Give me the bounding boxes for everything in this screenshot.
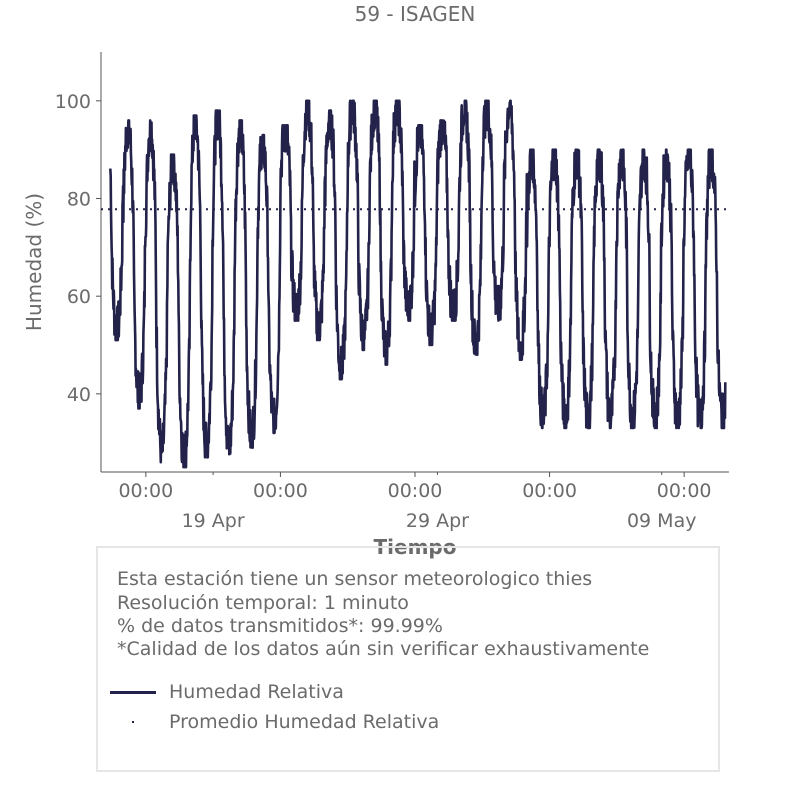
x-date-label: 19 Apr	[182, 510, 245, 532]
x-tick-label: 00:00	[253, 480, 308, 502]
y-tick-label: 40	[67, 384, 91, 406]
x-tick-label: 00:00	[522, 480, 577, 502]
legend-dot-swatch	[132, 721, 134, 723]
y-axis-label: Humedad (%)	[22, 193, 46, 331]
x-date-label: 29 Apr	[406, 510, 469, 532]
resolution-note: Resolución temporal: 1 minuto	[117, 592, 409, 614]
x-date-label: 09 May	[627, 510, 697, 532]
sensor-note: Esta estación tiene un sensor meteorolog…	[117, 568, 593, 590]
humidity-chart: 59 - ISAGEN Humedad (%) Tiempo 406080100…	[22, 2, 729, 559]
y-tick-label: 60	[67, 286, 91, 308]
y-tick-label: 100	[55, 91, 91, 113]
x-tick-label: 00:00	[388, 480, 443, 502]
x-tick-label: 00:00	[118, 480, 173, 502]
transmitted-note: % de datos transmitidos*: 99.99%	[117, 615, 443, 637]
legend-line-swatch	[110, 691, 156, 694]
series-line-humidity	[109, 99, 727, 469]
legend-label-average: Promedio Humedad Relativa	[169, 711, 440, 733]
chart-title: 59 - ISAGEN	[355, 2, 476, 26]
legend-label-humidity: Humedad Relativa	[169, 681, 344, 703]
x-tick-label: 00:00	[657, 480, 712, 502]
quality-note: *Calidad de los datos aún sin verificar …	[117, 638, 650, 660]
info-legend-box: Esta estación tiene un sensor meteorolog…	[96, 546, 720, 772]
y-tick-label: 80	[67, 189, 91, 211]
